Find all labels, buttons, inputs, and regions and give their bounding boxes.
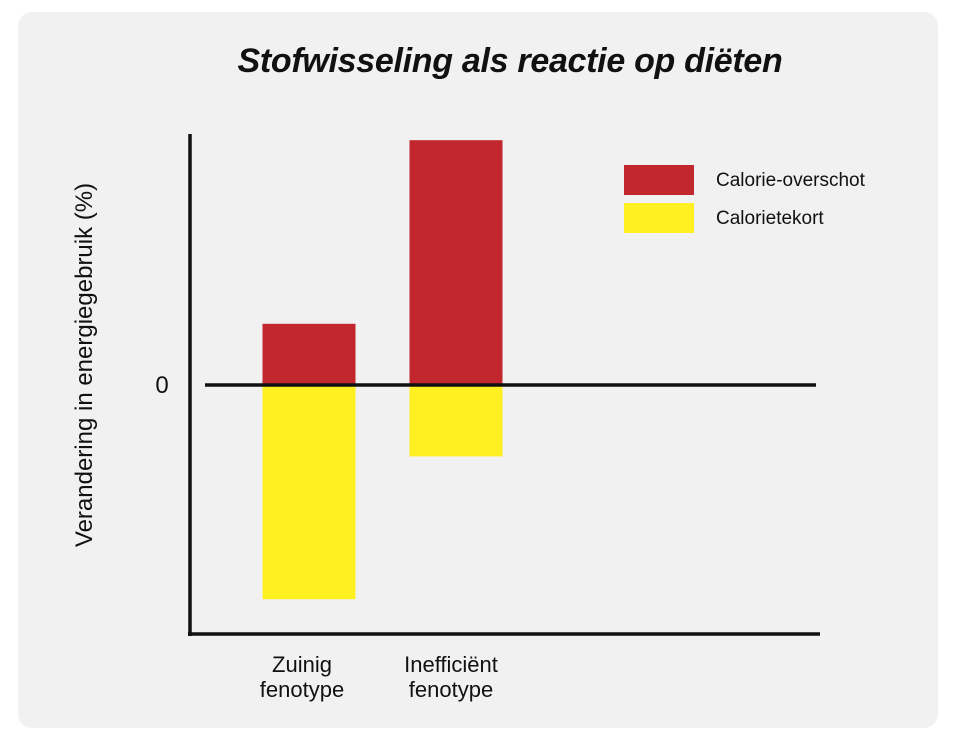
legend-swatch-1	[624, 165, 694, 195]
y-axis-label: Verandering in energiegebruik (%)	[71, 183, 98, 547]
x-tick-label-2-line-1: Inefficiënt	[404, 652, 498, 677]
bar-overschot-2	[409, 140, 503, 385]
bars-group	[262, 140, 503, 600]
chart-title: Stofwisseling als reactie op diëten	[237, 42, 783, 80]
x-tick-label-2-line-2: fenotype	[409, 677, 493, 702]
bar-tekort-2	[409, 385, 503, 457]
legend-label-2: Calorietekort	[716, 208, 824, 229]
x-tick-label-1-line-1: Zuinig	[272, 652, 332, 677]
legend-swatch-2	[624, 203, 694, 233]
zero-tick-label: 0	[155, 372, 168, 399]
legend-label-1: Calorie-overschot	[716, 170, 866, 191]
x-tick-label-1-line-2: fenotype	[260, 677, 344, 702]
bar-tekort-1	[262, 385, 356, 600]
bar-overschot-1	[262, 323, 356, 385]
legend: Calorie-overschot Calorietekort	[624, 165, 866, 233]
